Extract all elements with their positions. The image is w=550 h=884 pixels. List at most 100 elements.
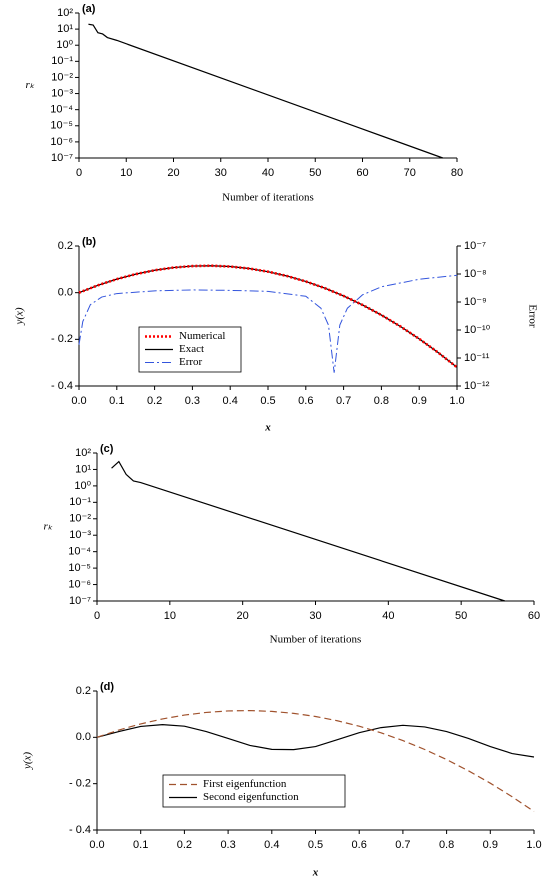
x-tick-label: 0.0 [89, 839, 104, 851]
y2-tick-label: 10⁻⁹ [464, 296, 487, 308]
x-tick-label: 0 [94, 610, 100, 622]
y-tick-label: 10⁻³ [69, 529, 91, 541]
legend-label: Error [179, 356, 203, 368]
series-line [78, 264, 458, 369]
x-tick-label: 0.6 [298, 395, 313, 407]
series-line [78, 265, 458, 368]
legend-label: Second eigenfunction [203, 791, 299, 803]
x-tick-label: 20 [167, 167, 179, 179]
x-tick-label: 0.8 [439, 839, 454, 851]
x-tick-label: 0.3 [185, 395, 200, 407]
series-line [96, 723, 535, 758]
y-tick-label: 10⁰ [74, 480, 91, 492]
y2-tick-label: 10⁻¹⁰ [464, 324, 491, 336]
y-axis-label: rₖ [26, 79, 35, 91]
x-tick-label: 80 [451, 167, 463, 179]
x-tick-label: 0 [76, 167, 82, 179]
x-tick-label: 50 [455, 610, 467, 622]
x-axis-label: x [264, 422, 271, 434]
y-axis-label: y(x) [22, 752, 34, 770]
x-tick-label: 70 [404, 167, 416, 179]
panel-label: (b) [82, 236, 96, 248]
x-tick-label: 0.2 [147, 395, 162, 407]
x-tick-label: 0.4 [223, 395, 238, 407]
y-tick-label: 0.0 [58, 287, 73, 299]
x-tick-label: 40 [262, 167, 274, 179]
y-tick-label: 10² [57, 7, 73, 19]
x-tick-label: 0.7 [395, 839, 410, 851]
y-tick-label: 0.0 [76, 731, 91, 743]
x-axis-label: Number of iterations [270, 634, 362, 646]
y2-axis-label: Error [526, 304, 538, 328]
y-tick-label: 0.2 [58, 240, 73, 252]
y-tick-label: - 0.4 [69, 824, 91, 836]
y-tick-label: - 0.2 [51, 333, 73, 345]
x-tick-label: 0.1 [133, 839, 148, 851]
x-tick-label: 0.5 [308, 839, 323, 851]
x-tick-label: 20 [237, 610, 249, 622]
x-tick-label: 0.1 [109, 395, 124, 407]
y-tick-label: 10⁻⁴ [68, 546, 91, 558]
y-tick-label: 10² [75, 447, 91, 459]
legend-box [162, 774, 346, 808]
y-axis-label: y(x) [14, 307, 26, 325]
y-tick-label: 10⁻² [51, 71, 73, 83]
x-tick-label: 0.0 [71, 395, 86, 407]
y-tick-label: 10⁻⁵ [68, 562, 91, 574]
y-axis-label: rₖ [44, 521, 53, 533]
x-tick-label: 0.3 [220, 839, 235, 851]
y-tick-label: - 0.2 [69, 778, 91, 790]
x-tick-label: 0.4 [264, 839, 279, 851]
x-tick-label: 0.8 [374, 395, 389, 407]
x-tick-label: 1.0 [449, 395, 464, 407]
x-tick-label: 0.9 [412, 395, 427, 407]
panel-label: (a) [82, 3, 96, 15]
y-tick-label: 10⁻⁷ [69, 595, 91, 607]
y-tick-label: 10⁻¹ [51, 55, 73, 67]
x-tick-label: 0.5 [260, 395, 275, 407]
x-tick-label: 1.0 [526, 839, 541, 851]
panel-label: (d) [100, 681, 114, 693]
y-tick-label: 10⁻³ [51, 87, 73, 99]
x-tick-label: 0.6 [352, 839, 367, 851]
y-tick-label: 10¹ [57, 23, 73, 35]
x-tick-label: 60 [528, 610, 540, 622]
y-tick-label: 10⁻⁷ [51, 152, 73, 164]
y-tick-label: 10⁻⁶ [68, 578, 91, 590]
series-line [111, 460, 506, 602]
y-tick-label: 10⁻² [69, 513, 91, 525]
x-tick-label: 0.7 [336, 395, 351, 407]
x-tick-label: 0.2 [177, 839, 192, 851]
x-tick-label: 40 [382, 610, 394, 622]
series-line [88, 23, 444, 159]
x-axis-label: x [312, 867, 319, 879]
y-tick-label: 10⁻¹ [69, 496, 91, 508]
y2-tick-label: 10⁻⁷ [464, 240, 486, 252]
y-tick-label: - 0.4 [51, 380, 73, 392]
y2-tick-label: 10⁻¹¹ [464, 352, 490, 364]
legend-label: Exact [179, 343, 204, 355]
y-tick-label: 10⁻⁴ [50, 104, 73, 116]
panel-label: (c) [100, 443, 114, 455]
y2-tick-label: 10⁻¹² [464, 380, 490, 392]
y2-tick-label: 10⁻⁸ [464, 268, 487, 280]
x-tick-label: 50 [309, 167, 321, 179]
series-line [78, 274, 458, 373]
y-tick-label: 10⁻⁵ [50, 120, 73, 132]
y-tick-label: 10⁻⁶ [50, 136, 73, 148]
x-axis-label: Number of iterations [222, 192, 314, 204]
series-line [96, 709, 535, 812]
y-tick-label: 0.2 [76, 685, 91, 697]
x-tick-label: 10 [120, 167, 132, 179]
x-tick-label: 0.9 [483, 839, 498, 851]
x-tick-label: 30 [309, 610, 321, 622]
legend-label: Numerical [179, 330, 225, 342]
legend-label: First eigenfunction [203, 778, 287, 790]
x-tick-label: 60 [356, 167, 368, 179]
x-tick-label: 30 [215, 167, 227, 179]
y-tick-label: 10¹ [75, 463, 91, 475]
y-tick-label: 10⁰ [56, 39, 73, 51]
